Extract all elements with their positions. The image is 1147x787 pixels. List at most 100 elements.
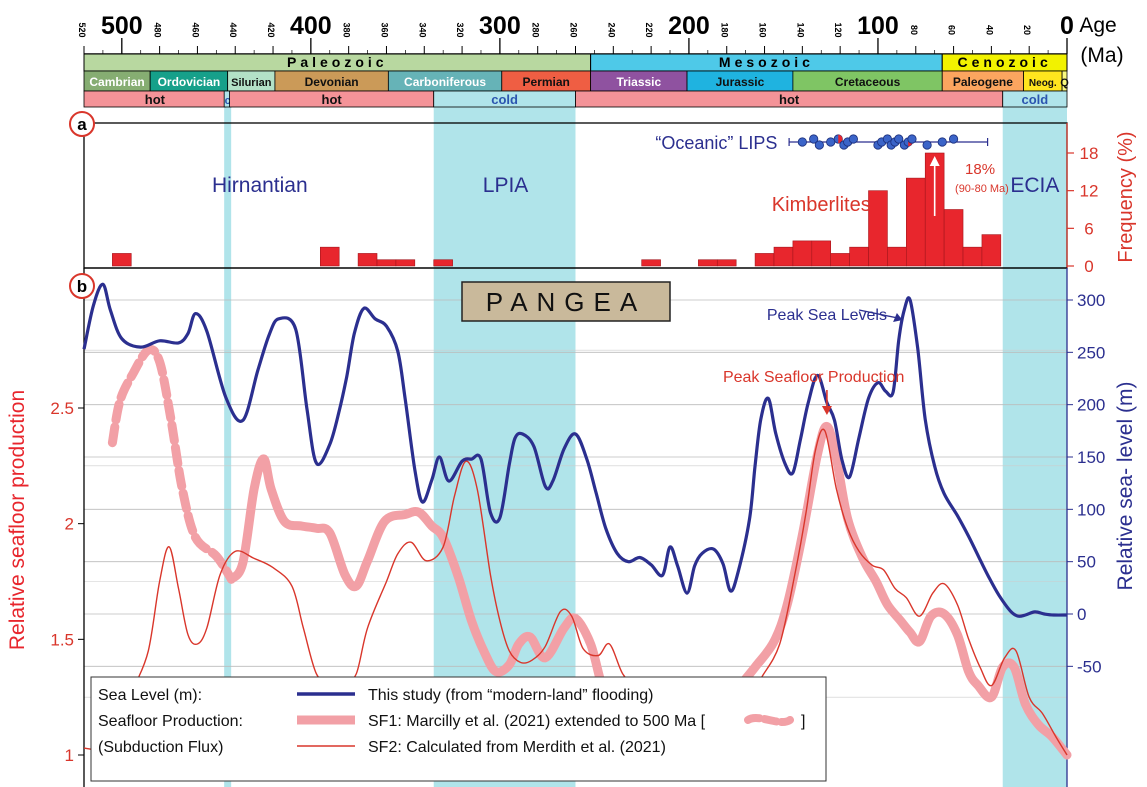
sea-level-axis-label: Relative sea- level (m) (1114, 382, 1137, 591)
sea-level-tick-label: 50 (1077, 553, 1096, 572)
age-minor-tick-label: 240 (606, 22, 616, 37)
sea-level-tick-label: 0 (1077, 605, 1086, 624)
seafloor-tick-label: 2.5 (50, 399, 74, 418)
period-label: Q (1060, 77, 1069, 89)
age-minor-tick-label: 260 (569, 22, 579, 37)
seafloor-tick-label: 1 (65, 746, 74, 765)
frequency-tick-label: 0 (1084, 257, 1093, 276)
age-minor-tick-label: 180 (720, 22, 730, 37)
glaciation-label: ECIA (1010, 174, 1059, 197)
period-label: Carboniferous (404, 75, 486, 89)
age-minor-tick-label: 420 (266, 22, 276, 37)
seafloor-tick-label: 1.5 (50, 630, 74, 649)
era-label: Mesozoic (719, 54, 814, 70)
kimberlite-bar (773, 246, 794, 267)
legend-subheading: (Subduction Flux) (98, 739, 223, 756)
period-label: Triassic (616, 75, 661, 89)
legend-label-sea-level: This study (from “modern-land” flooding) (368, 687, 653, 704)
legend-label-sf1: SF1: Marcilly et al. (2021) extended to … (368, 713, 706, 730)
legend: Sea Level (m): Seafloor Production: (Subdu… (90, 676, 827, 782)
age-major-tick-label: 500 (101, 12, 143, 40)
legend-heading-sea-level: Sea Level (m): (98, 687, 202, 704)
age-minor-tick-label: 440 (228, 22, 238, 37)
sea-level-tick-label: 250 (1077, 343, 1105, 362)
age-major-tick-label: 0 (1060, 12, 1074, 40)
legend-swatch-sf1-dashed (744, 714, 794, 726)
age-minor-tick-label: 360 (379, 22, 389, 37)
age-minor-tick-label: 20 (1022, 25, 1032, 35)
sea-level-tick-label: 150 (1077, 448, 1105, 467)
climate-label: hot (779, 92, 800, 107)
age-major-tick-label: 300 (479, 12, 521, 40)
kimberlite-bar (112, 253, 132, 267)
kimberlite-bar (811, 240, 832, 267)
age-major-tick-label: 100 (857, 12, 899, 40)
panel-b-badge (69, 273, 95, 299)
annotation-peak-seafloor-production: Peak Seafloor Production (723, 369, 904, 386)
kimberlite-bar (395, 259, 416, 267)
sea-level-tick-label: 100 (1077, 500, 1105, 519)
glaciation-band-3 (1002, 107, 1067, 787)
frequency-tick-label: 6 (1084, 219, 1093, 238)
peak-arrow-head (929, 156, 940, 166)
lips-point (922, 140, 932, 150)
kimberlite-bar (698, 259, 718, 267)
lips-point (948, 134, 959, 144)
seafloor-tick-label: 2 (65, 515, 74, 534)
kimberlite-bar (981, 234, 1002, 267)
kimberlite-bar (849, 246, 869, 267)
period-label: Silurian (231, 77, 272, 89)
age-minor-tick-label: 320 (455, 22, 465, 37)
panel-a: a 0 6 12 18 Frequency (%) Hirnantian LPIA ECIA Ki… (69, 111, 1137, 276)
period-label: Cretaceous (835, 75, 901, 89)
period-label: Devonian (305, 75, 359, 89)
panel-b-badge-label: b (77, 277, 87, 296)
seafloor-axis-label: Relative seafloor production (6, 390, 29, 650)
lips-label: “Oceanic” LIPS (655, 133, 777, 153)
era-label: Cenozoic (958, 54, 1052, 70)
age-minor-tick-label: 60 (947, 25, 957, 35)
series-sf1-dashed (107, 345, 236, 584)
frequency-tick-label: 18 (1080, 144, 1099, 163)
period-label: Paleogene (953, 75, 1013, 89)
kimberlite-bar (376, 259, 397, 267)
kimberlite-bar (887, 246, 907, 267)
age-minor-tick-label: 80 (909, 25, 919, 35)
kimberlite-bar (754, 253, 775, 267)
lips-point-highlight (838, 134, 843, 144)
period-label: Ordovician (158, 75, 221, 89)
peak-percent-label: 18% (965, 161, 995, 178)
glaciation-label: LPIA (483, 174, 529, 197)
kimberlite-bar (792, 240, 813, 267)
series-sf2 (83, 428, 1068, 768)
age-minor-tick-label: 220 (644, 22, 654, 37)
pangea-banner (461, 281, 671, 322)
annotation-peak-sea-levels: Peak Sea Levels (767, 307, 887, 324)
glaciation-band-1 (224, 107, 232, 787)
climate-label: hot (322, 92, 343, 107)
age-minor-tick-label: 480 (153, 22, 163, 37)
lips-point (809, 134, 819, 144)
kimberlite-bar (641, 259, 661, 267)
frequency-tick-label: 12 (1080, 182, 1099, 201)
period-label: Jurassic (716, 75, 765, 89)
climate-cold (1002, 90, 1068, 108)
period-label: Permian (523, 75, 570, 89)
lips-point (826, 137, 836, 147)
legend-label-sf1-suffix: ] (801, 713, 805, 730)
climate-label: cold (1021, 92, 1048, 107)
series-sea-level (82, 282, 1068, 618)
climate-label: c (225, 95, 231, 107)
frequency-axis-label: Frequency (%) (1115, 131, 1137, 262)
age-axis-label: Age (1079, 14, 1116, 37)
lips-point (797, 137, 807, 147)
age-minor-tick-label: 460 (190, 22, 200, 37)
age-axis-and-timescale: 500 400 300 200 100 0 520 480 460 440 420 380 360 340… (77, 12, 1124, 108)
kimberlite-bar (868, 190, 888, 267)
peak-range-label: (90-80 Ma) (955, 183, 1009, 195)
kimberlite-bar (433, 259, 453, 267)
climate-label: hot (145, 92, 166, 107)
kimberlite-bar (830, 253, 850, 267)
era-label: Paleozoic (287, 54, 388, 70)
